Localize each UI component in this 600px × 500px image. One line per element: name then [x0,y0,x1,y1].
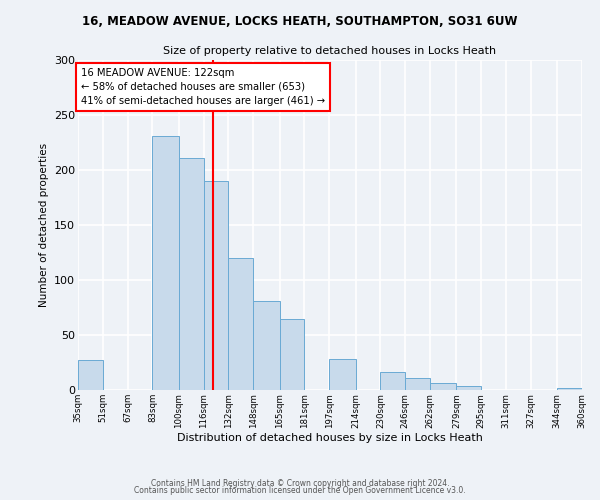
Y-axis label: Number of detached properties: Number of detached properties [38,143,49,307]
Bar [203,181,229,390]
Bar [329,359,356,390]
Bar [179,158,203,390]
Bar [78,360,103,390]
Title: Size of property relative to detached houses in Locks Heath: Size of property relative to detached ho… [163,46,497,56]
Bar [280,318,304,390]
Bar [229,258,253,390]
Bar [457,386,481,390]
Bar [405,378,430,390]
Bar [557,388,582,390]
Text: Contains public sector information licensed under the Open Government Licence v3: Contains public sector information licen… [134,486,466,495]
Text: 16 MEADOW AVENUE: 122sqm
← 58% of detached houses are smaller (653)
41% of semi-: 16 MEADOW AVENUE: 122sqm ← 58% of detach… [81,68,325,106]
X-axis label: Distribution of detached houses by size in Locks Heath: Distribution of detached houses by size … [177,433,483,443]
Bar [430,384,457,390]
Text: Contains HM Land Registry data © Crown copyright and database right 2024.: Contains HM Land Registry data © Crown c… [151,478,449,488]
Bar [253,301,280,390]
Bar [152,136,179,390]
Text: 16, MEADOW AVENUE, LOCKS HEATH, SOUTHAMPTON, SO31 6UW: 16, MEADOW AVENUE, LOCKS HEATH, SOUTHAMP… [82,15,518,28]
Bar [380,372,405,390]
